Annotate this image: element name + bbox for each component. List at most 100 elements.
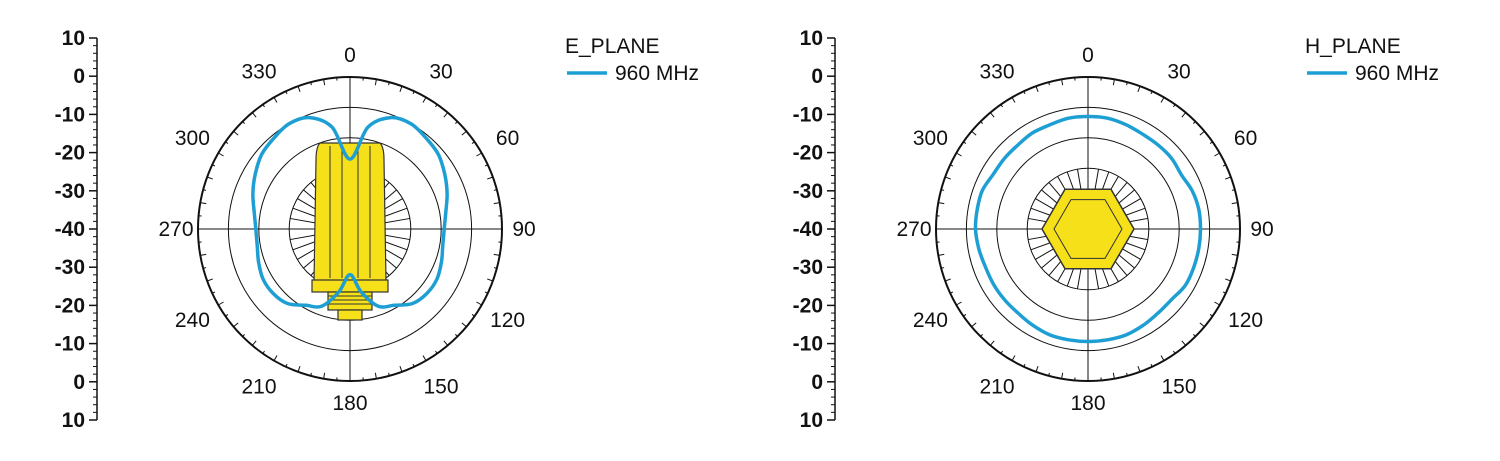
outer-minor-tick bbox=[1048, 82, 1050, 86]
outer-minor-tick bbox=[980, 121, 983, 124]
outer-minor-tick bbox=[388, 82, 390, 86]
scale-tick-label: -20 bbox=[55, 142, 85, 165]
angle-label: 90 bbox=[512, 218, 535, 241]
outer-minor-tick bbox=[242, 121, 245, 124]
outer-tick bbox=[461, 130, 467, 136]
antenna-connector-icon bbox=[337, 309, 363, 321]
outer-tick bbox=[493, 202, 500, 205]
outer-tick bbox=[1225, 176, 1232, 180]
outer-tick bbox=[233, 130, 239, 136]
scale-tick-label: -20 bbox=[55, 294, 85, 317]
outer-minor-tick bbox=[262, 350, 265, 354]
outer-tick bbox=[1011, 97, 1016, 103]
angle-label: 120 bbox=[1228, 309, 1263, 332]
outer-tick bbox=[1137, 85, 1141, 92]
angle-label: 30 bbox=[429, 60, 452, 83]
angle-label: 60 bbox=[496, 127, 519, 150]
polar-panel-h-plane: 0 30 60 90 120 150 180 210 240 270 300 330 10 0 -10 -20… bbox=[793, 27, 1439, 432]
outer-minor-tick bbox=[212, 164, 216, 167]
outer-minor-tick bbox=[941, 267, 945, 269]
outer-tick bbox=[200, 202, 207, 205]
scale-tick-label: -10 bbox=[793, 333, 823, 356]
outer-minor-tick bbox=[484, 164, 488, 167]
scale-tick-label: -10 bbox=[55, 333, 85, 356]
outer-tick bbox=[206, 278, 213, 282]
outer-tick bbox=[493, 253, 500, 256]
outer-tick bbox=[206, 176, 213, 180]
outer-minor-tick bbox=[1222, 291, 1226, 294]
outer-minor-tick bbox=[1000, 350, 1003, 354]
angle-label: 330 bbox=[979, 60, 1014, 83]
scale-tick-label: -40 bbox=[793, 218, 823, 241]
outer-minor-tick bbox=[1173, 104, 1176, 108]
outer-minor-tick bbox=[1193, 334, 1196, 337]
outer-minor-tick bbox=[1209, 314, 1213, 317]
outer-tick bbox=[1214, 301, 1220, 306]
scale-tick-label: 0 bbox=[811, 65, 823, 88]
scale-tick-label: 0 bbox=[73, 65, 85, 88]
outer-tick bbox=[1112, 372, 1115, 379]
scale-tick-label: 10 bbox=[62, 27, 85, 50]
outer-tick bbox=[323, 372, 326, 379]
outer-tick bbox=[1231, 202, 1238, 205]
outer-minor-tick bbox=[1000, 104, 1003, 108]
outer-tick bbox=[1181, 340, 1187, 346]
polar-panel-e-plane: 0 30 60 90 120 150 180 210 240 270 300 330 10 0 -10 -20… bbox=[55, 27, 699, 432]
scale-tick-label: 10 bbox=[800, 27, 823, 50]
outer-minor-tick bbox=[262, 104, 265, 108]
antenna-collar-icon bbox=[311, 279, 389, 293]
legend-entry: 960 MHz bbox=[1355, 62, 1439, 85]
angle-label: 180 bbox=[1070, 392, 1105, 415]
scale-tick-label: 0 bbox=[811, 371, 823, 394]
angle-label: 330 bbox=[241, 60, 276, 83]
outer-minor-tick bbox=[950, 291, 954, 294]
outer-minor-tick bbox=[1126, 82, 1128, 86]
angle-label: 90 bbox=[1250, 218, 1273, 241]
outer-minor-tick bbox=[225, 314, 229, 317]
angle-label: 240 bbox=[175, 309, 210, 332]
outer-tick bbox=[971, 322, 977, 328]
outer-minor-tick bbox=[455, 121, 458, 124]
outer-minor-tick bbox=[980, 334, 983, 337]
outer-tick bbox=[251, 112, 257, 118]
outer-minor-tick bbox=[1173, 350, 1176, 354]
outer-tick bbox=[1199, 130, 1205, 136]
angle-label: 120 bbox=[490, 309, 525, 332]
outer-tick bbox=[1181, 112, 1187, 118]
outer-minor-tick bbox=[388, 372, 390, 376]
outer-minor-tick bbox=[941, 189, 945, 191]
outer-minor-tick bbox=[310, 82, 312, 86]
legend-entry: 960 MHz bbox=[615, 62, 699, 85]
outer-tick bbox=[938, 202, 945, 205]
outer-tick bbox=[297, 366, 301, 373]
antenna-side-icon bbox=[311, 142, 389, 321]
outer-tick bbox=[399, 366, 403, 373]
outer-tick bbox=[399, 85, 403, 92]
outer-tick bbox=[1160, 355, 1165, 361]
outer-tick bbox=[374, 372, 377, 379]
scale-tick-label: -30 bbox=[55, 256, 85, 279]
outer-tick bbox=[1160, 97, 1165, 103]
outer-minor-tick bbox=[1231, 267, 1235, 269]
outer-tick bbox=[487, 278, 494, 282]
outer-minor-tick bbox=[1023, 91, 1026, 95]
outer-tick bbox=[1137, 366, 1141, 373]
angle-label: 270 bbox=[896, 218, 931, 241]
outer-minor-tick bbox=[1023, 363, 1026, 367]
outer-tick bbox=[476, 152, 482, 157]
outer-tick bbox=[218, 301, 224, 306]
outer-minor-tick bbox=[1193, 121, 1196, 124]
outer-tick bbox=[971, 130, 977, 136]
outer-minor-tick bbox=[493, 267, 497, 269]
outer-minor-tick bbox=[963, 141, 967, 144]
outer-tick bbox=[1112, 79, 1115, 86]
outer-tick bbox=[443, 112, 449, 118]
legend-title: H_PLANE bbox=[1305, 35, 1401, 58]
angle-label: 210 bbox=[241, 376, 276, 399]
outer-tick bbox=[1214, 152, 1220, 157]
antenna-hex-outer-icon bbox=[1041, 188, 1135, 270]
outer-tick bbox=[422, 355, 427, 361]
outer-minor-tick bbox=[1150, 363, 1153, 367]
outer-tick bbox=[956, 301, 962, 306]
